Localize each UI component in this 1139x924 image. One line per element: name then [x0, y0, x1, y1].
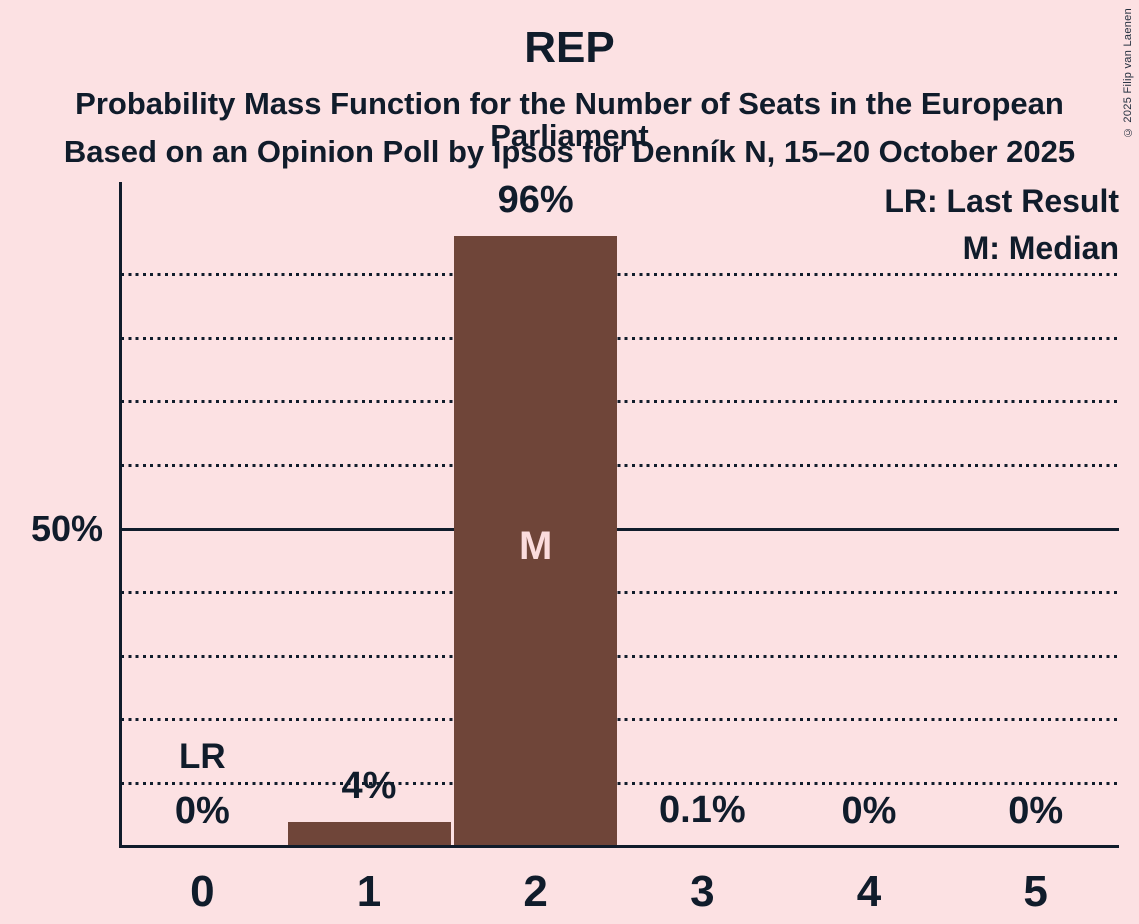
y-axis-line [119, 182, 122, 847]
x-tick-5: 5 [1023, 867, 1048, 916]
chart-title: REP [524, 23, 615, 72]
gridline-10pct [121, 781, 1119, 785]
gridline-90pct [121, 273, 1119, 277]
plot-area: 0% 4% 96% 0.1% 0% 0% LR M [119, 179, 1119, 848]
gridline-50pct [121, 528, 1119, 531]
value-label-seats-0: 0% [174, 790, 230, 832]
value-label-seats-3: 0.1% [659, 789, 746, 832]
value-label-seats-2: 96% [497, 179, 574, 222]
x-tick-3: 3 [690, 867, 715, 916]
gridline-40pct [121, 591, 1119, 595]
chart-source-line: Based on an Opinion Poll by Ipsos for De… [63, 134, 1076, 169]
value-label-seats-1: 4% [341, 764, 397, 807]
bar-seats-2 [454, 236, 618, 847]
last-result-marker: LR [179, 737, 226, 776]
value-label-seats-4: 0% [841, 790, 897, 832]
chart-subtitle: Probability Mass Function for the Number… [75, 86, 1064, 153]
x-axis-line [119, 845, 1119, 848]
y-axis-50-label: 50% [30, 508, 103, 549]
legend-last-result: LR: Last Result [884, 183, 1119, 219]
x-tick-0: 0 [190, 867, 215, 916]
gridline-20pct [121, 718, 1119, 722]
value-label-seats-5: 0% [1008, 790, 1064, 832]
gridline-70pct [121, 400, 1119, 404]
legend-median: M: Median [962, 230, 1119, 266]
gridline-30pct [121, 654, 1119, 658]
x-tick-4: 4 [856, 867, 882, 916]
median-marker: M [518, 524, 553, 568]
gridline-60pct [121, 463, 1119, 467]
x-tick-1: 1 [356, 867, 382, 916]
x-tick-2: 2 [523, 867, 548, 916]
legend: LR: Last Result M: Median [884, 178, 1119, 272]
bar-seats-1 [287, 821, 451, 847]
gridline-80pct [121, 336, 1119, 340]
